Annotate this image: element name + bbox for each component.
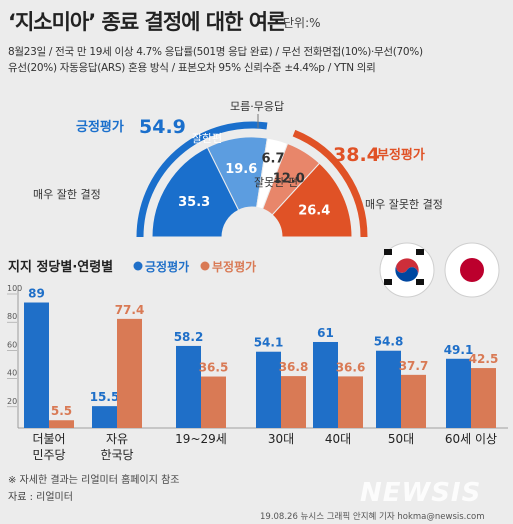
bar-positive-2 (176, 345, 201, 428)
positive-total-value: 54.9 (139, 116, 186, 138)
negative-outer-arc (292, 129, 368, 238)
korea-flag-icon (379, 242, 435, 298)
bar-negative-5 (401, 374, 426, 428)
footnote: ※ 자세한 결과는 리얼미터 홈페이지 참조 (8, 475, 180, 486)
legend-negative-swatch (200, 261, 210, 271)
japan-flag-icon (444, 242, 500, 298)
slice-value-1: 19.6 (225, 162, 257, 177)
bar-value-negative-6: 42.5 (469, 352, 499, 366)
bar-positive-0 (24, 302, 49, 428)
category-label-6-0: 60세 이상 (445, 432, 497, 446)
positive-outer-arc (136, 121, 268, 238)
korea-taeguk-red (396, 258, 419, 276)
label-very-good: 매우 잘한 결정 (33, 188, 101, 201)
bar-chart-title: 지지 정당별·연령별 (8, 259, 113, 275)
page-title: ‘지소미아’ 종료 결정에 대한 여론 (8, 10, 286, 34)
y-tick-80: 80 (7, 312, 17, 321)
korea-trigram-1 (416, 249, 424, 255)
slice-value-0: 35.3 (178, 195, 210, 210)
bar-value-positive-4: 61 (317, 326, 334, 340)
bar-positive-6 (446, 358, 471, 428)
positive-total-label: 긍정평가 (76, 119, 124, 135)
bar-value-positive-2: 58.2 (174, 330, 204, 344)
category-label-0-1: 민주당 (32, 448, 65, 462)
bar-value-positive-5: 54.8 (374, 335, 404, 349)
bar-value-negative-5: 37.7 (399, 359, 429, 373)
negative-total-label: 부정평가 (377, 147, 425, 163)
y-tick-100: 100 (7, 284, 22, 293)
legend-positive-swatch (133, 261, 143, 271)
y-tick-60: 60 (7, 340, 17, 349)
semi-donut-chart: 35.3 19.6 6.7 12.0 26.4 매우 잘한 결정 잘한편 모름·무응답잘못한 … (33, 100, 443, 238)
source-label: 자료 : 리얼미터 (8, 492, 73, 503)
bar-positive-5 (376, 350, 401, 428)
bar-negative-2 (201, 376, 226, 428)
bar-value-negative-1: 77.4 (115, 303, 145, 317)
bar-negative-3 (281, 376, 306, 428)
bar-value-positive-3: 54.1 (254, 336, 284, 350)
slice-very-good (151, 146, 240, 238)
bar-positive-4 (313, 341, 338, 428)
bar-negative-4 (338, 376, 363, 428)
bar-positive-1 (92, 406, 117, 428)
slice-value-2: 6.7 (262, 152, 285, 167)
credit-line: 19.08.26 뉴시스 그래픽 안지혜 기자 hokma@newsis.com (260, 512, 485, 522)
korea-trigram-0 (384, 249, 392, 255)
label-good: 잘한편 (192, 132, 222, 145)
bar-value-positive-6: 49.1 (444, 343, 474, 357)
category-label-3-0: 30대 (268, 432, 294, 446)
category-label-0-0: 더불어 (32, 432, 65, 446)
category-label-4-0: 40대 (325, 432, 351, 446)
category-label-1-1: 한국당 (100, 448, 133, 462)
bar-value-negative-4: 36.6 (336, 360, 366, 374)
bar-negative-1 (117, 318, 142, 428)
bar-value-negative-2: 36.5 (199, 361, 229, 375)
slice-very-bad (271, 162, 353, 238)
category-label-2-0: 19~29세 (175, 432, 227, 446)
survey-info-line-2: 유선(20%) 자동응답(ARS) 혼용 방식 / 표본오차 95% 신뢰수준 … (8, 62, 376, 74)
bar-value-positive-1: 15.5 (90, 390, 120, 404)
bar-negative-0 (49, 420, 74, 428)
label-no-answer: 모름·무응답 (230, 100, 284, 113)
category-label-5-0: 50대 (388, 432, 414, 446)
korea-trigram-3 (416, 279, 424, 285)
bar-value-negative-0: 5.5 (51, 404, 72, 418)
japan-flag-sun (460, 258, 484, 282)
legend-positive-label: 긍정평가 (145, 259, 189, 274)
legend-negative-label: 부정평가 (212, 259, 256, 274)
bar-value-negative-3: 36.8 (279, 360, 309, 374)
negative-total-value: 38.4 (333, 144, 380, 166)
slice-value-4: 26.4 (298, 204, 330, 219)
bar-positive-3 (256, 351, 281, 428)
category-label-1-0: 자유 (106, 432, 128, 446)
label-very-bad: 매우 잘못한 결정 (365, 198, 443, 211)
y-tick-20: 20 (7, 397, 17, 406)
korea-taeguk-blue (395, 264, 418, 282)
korea-trigram-2 (384, 279, 392, 285)
bar-negative-6 (471, 368, 496, 428)
y-tick-40: 40 (7, 369, 17, 378)
label-bad: 잘못한 편 (254, 176, 298, 189)
unit-label: 단위:% (283, 16, 321, 30)
bar-value-positive-0: 89 (28, 287, 45, 301)
newsis-watermark: NEWSIS (360, 478, 482, 508)
slice-value-3: 12.0 (273, 171, 305, 186)
survey-info-line-1: 8월23일 / 전국 만 19세 이상 4.7% 응답률(501명 응답 완료)… (8, 46, 423, 58)
